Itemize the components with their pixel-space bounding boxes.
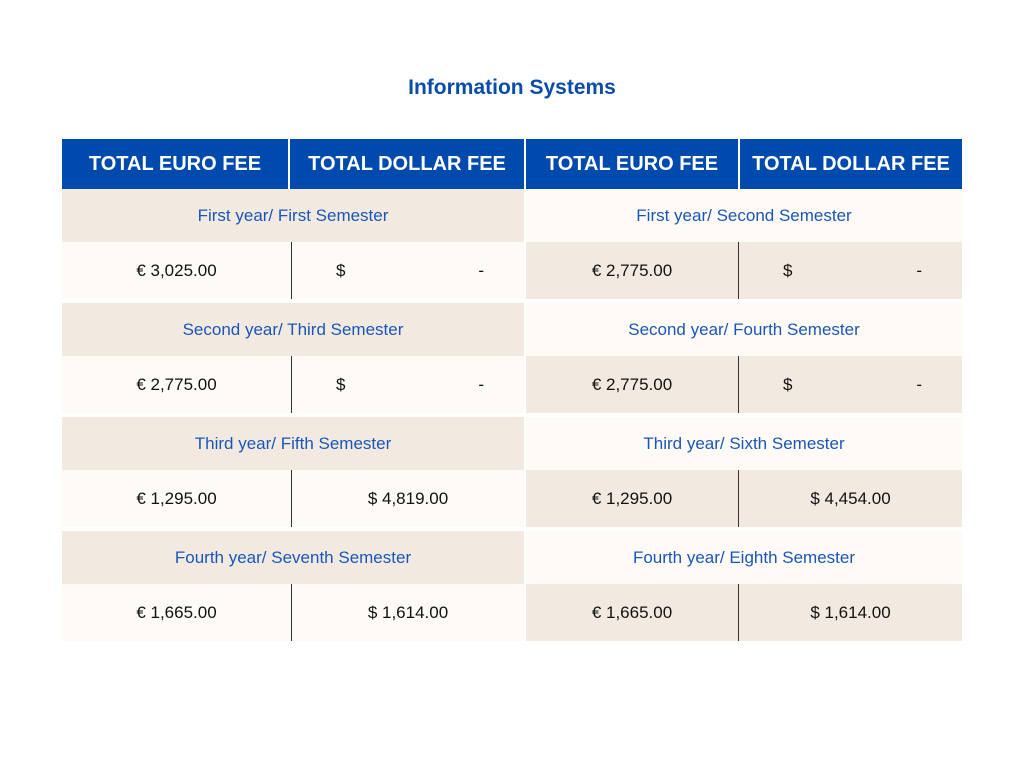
column-header: TOTAL EURO FEE [62, 139, 288, 189]
euro-fee: € 2,775.00 [62, 356, 291, 413]
dollar-symbol: $ [336, 260, 346, 280]
dollar-symbol: $ [783, 260, 793, 280]
dollar-fee: $ - [738, 242, 962, 299]
semester-label: Fourth year/ Seventh Semester [62, 531, 524, 584]
dollar-symbol: $ [783, 374, 793, 394]
dollar-fee: $ - [738, 356, 962, 413]
euro-fee: € 1,665.00 [526, 584, 738, 641]
semester-label: Third year/ Fifth Semester [62, 417, 524, 470]
dollar-fee: $ 4,819.00 [291, 470, 524, 527]
euro-fee: € 1,295.00 [526, 470, 738, 527]
euro-fee: € 1,665.00 [62, 584, 291, 641]
dollar-fee: $ 1,614.00 [291, 584, 524, 641]
semester-label: Third year/ Sixth Semester [526, 417, 962, 470]
dollar-fee: $ 1,614.00 [738, 584, 962, 641]
euro-fee: € 2,775.00 [526, 356, 738, 413]
page-title: Information Systems [408, 76, 616, 99]
euro-fee: € 1,295.00 [62, 470, 291, 527]
semester-label: First year/ First Semester [62, 189, 524, 242]
dollar-amount: - [916, 260, 922, 280]
dollar-amount: - [478, 260, 484, 280]
semester-label: First year/ Second Semester [526, 189, 962, 242]
dollar-symbol: $ [336, 374, 346, 394]
column-header: TOTAL DOLLAR FEE [290, 139, 524, 189]
column-header: TOTAL DOLLAR FEE [740, 139, 962, 189]
dollar-amount: - [916, 374, 922, 394]
dollar-fee: $ 4,454.00 [738, 470, 962, 527]
column-header: TOTAL EURO FEE [526, 139, 738, 189]
euro-fee: € 3,025.00 [62, 242, 291, 299]
dollar-fee: $ - [291, 356, 524, 413]
semester-label: Second year/ Third Semester [62, 303, 524, 356]
semester-label: Fourth year/ Eighth Semester [526, 531, 962, 584]
semester-label: Second year/ Fourth Semester [526, 303, 962, 356]
dollar-amount: - [478, 374, 484, 394]
dollar-fee: $ - [291, 242, 524, 299]
euro-fee: € 2,775.00 [526, 242, 738, 299]
